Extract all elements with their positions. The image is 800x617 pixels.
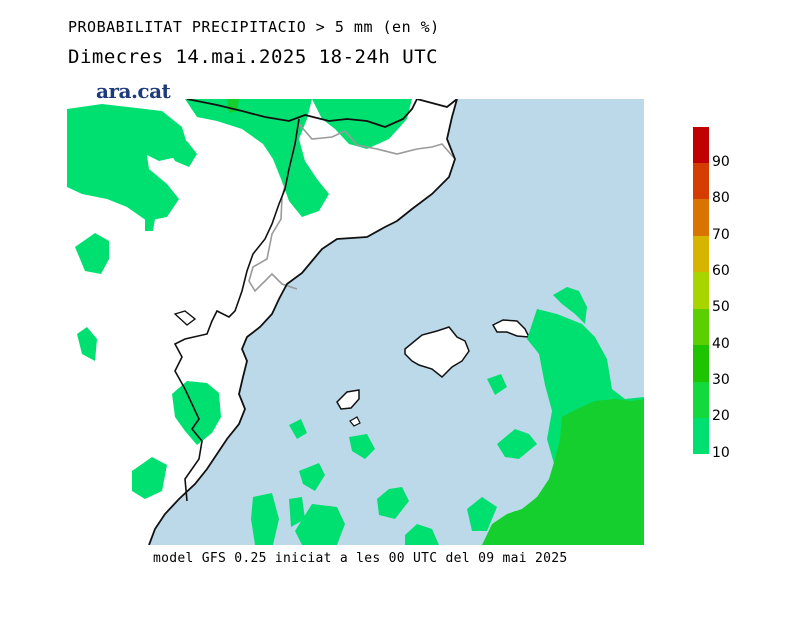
legend-label-60: 60: [712, 263, 730, 279]
coast-north: [416, 99, 458, 108]
legend-swatch-10: [693, 418, 709, 454]
legend-label-90: 90: [712, 154, 730, 170]
legend-swatch-50: [693, 272, 709, 309]
inland-border: [173, 118, 300, 502]
precipitation-map: [67, 99, 644, 545]
legend-swatch-70: [693, 199, 709, 236]
coastline: [148, 99, 458, 545]
legend-swatch-60: [693, 236, 709, 272]
legend-swatch-20: [693, 382, 709, 418]
legend-label-20: 20: [712, 408, 730, 424]
legend-swatch-40: [693, 309, 709, 345]
legend-label-40: 40: [712, 336, 730, 352]
legend-swatch-80: [693, 163, 709, 199]
island-formentera: [349, 416, 361, 427]
island-mallorca: [404, 326, 470, 379]
legend-label-50: 50: [712, 299, 730, 315]
france-border: [186, 99, 418, 128]
map-title: PROBABILITAT PRECIPITACIO > 5 mm (en %): [68, 18, 440, 36]
legend-swatch-30: [693, 345, 709, 382]
ara-cat-logo: ara.cat: [96, 79, 171, 103]
legend-swatch-90: [693, 127, 709, 163]
legend-label-10: 10: [712, 445, 730, 461]
model-run-footer: model GFS 0.25 iniciat a les 00 UTC del …: [153, 551, 568, 566]
legend-label-70: 70: [712, 227, 730, 243]
legend-label-30: 30: [712, 372, 730, 388]
island-eivissa: [336, 389, 360, 410]
map-subtitle-date: Dimecres 14.mai.2025 18-24h UTC: [68, 46, 439, 68]
inland-border-2: [173, 310, 197, 326]
probability-legend: 90 80 70 60 50 40 30 20 10: [693, 127, 730, 461]
legend-label-80: 80: [712, 190, 730, 206]
